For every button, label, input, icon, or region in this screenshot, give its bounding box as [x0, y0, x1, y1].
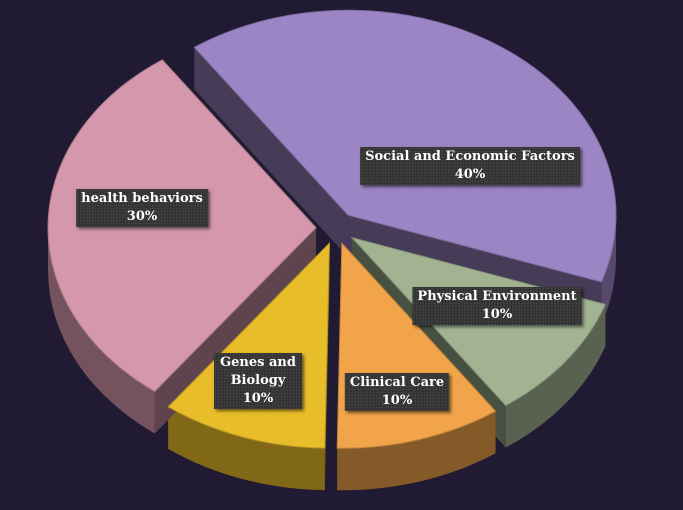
pie-slice-wall-social-and-economic-factors-0: [194, 47, 349, 258]
pie-slice-rim-genes-and-biology-0: [168, 406, 325, 491]
data-label-clinical-care: Clinical Care 10%: [344, 373, 450, 411]
data-label-genes-biology: Genes and Biology 10%: [214, 353, 302, 409]
data-label-physical-environment: Physical Environment 10%: [412, 287, 582, 325]
pie-slice-rim-physical-environment-0: [505, 304, 606, 448]
pie-slice-rim-health-behaviors-0: [48, 227, 155, 434]
pie-slice-rim-social-and-economic-factors-0: [601, 215, 617, 324]
pie-slice-rim-clinical-care-0: [337, 411, 496, 491]
pie-slice-social-and-economic-factors: [193, 9, 617, 283]
data-label-health-behaviors: health behaviors 30%: [76, 189, 208, 227]
data-label-social-economic: Social and Economic Factors 40%: [360, 147, 580, 185]
